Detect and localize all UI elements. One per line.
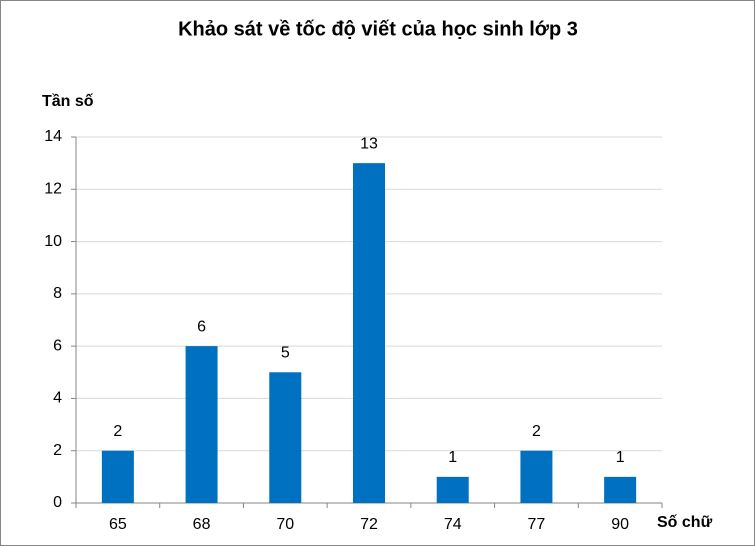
y-tick-label: 6 [53,337,62,354]
y-tick-label: 4 [53,390,62,407]
chart-title: Khảo sát về tốc độ viết của học sinh lớp… [178,18,578,40]
y-tick-label: 14 [44,128,62,145]
bar [604,476,637,503]
bar [436,476,469,503]
y-tick-label: 10 [44,233,62,250]
data-label: 13 [360,135,378,152]
x-tick-label: 77 [528,516,546,533]
data-label: 1 [448,449,457,466]
x-axis-label: Số chữ [657,514,713,531]
data-label: 2 [113,423,122,440]
x-tick-label: 72 [360,516,378,533]
data-label: 1 [616,449,625,466]
y-tick-label: 2 [53,442,62,459]
y-tick-label: 0 [53,494,62,511]
data-label: 2 [532,423,541,440]
x-tick-label: 90 [611,516,629,533]
y-tick-label: 12 [44,181,62,198]
bar [101,450,134,503]
bar [353,163,385,503]
x-tick-label: 68 [193,516,211,533]
bar [520,450,553,503]
bar [185,346,218,503]
y-tick-label: 8 [53,285,62,302]
x-tick-label: 65 [109,516,127,533]
data-label: 6 [197,318,206,335]
data-label: 5 [281,345,290,362]
y-axis-label: Tần số [42,93,94,110]
x-tick-label: 74 [444,516,462,533]
bar [269,372,302,503]
x-tick-label: 70 [276,516,294,533]
